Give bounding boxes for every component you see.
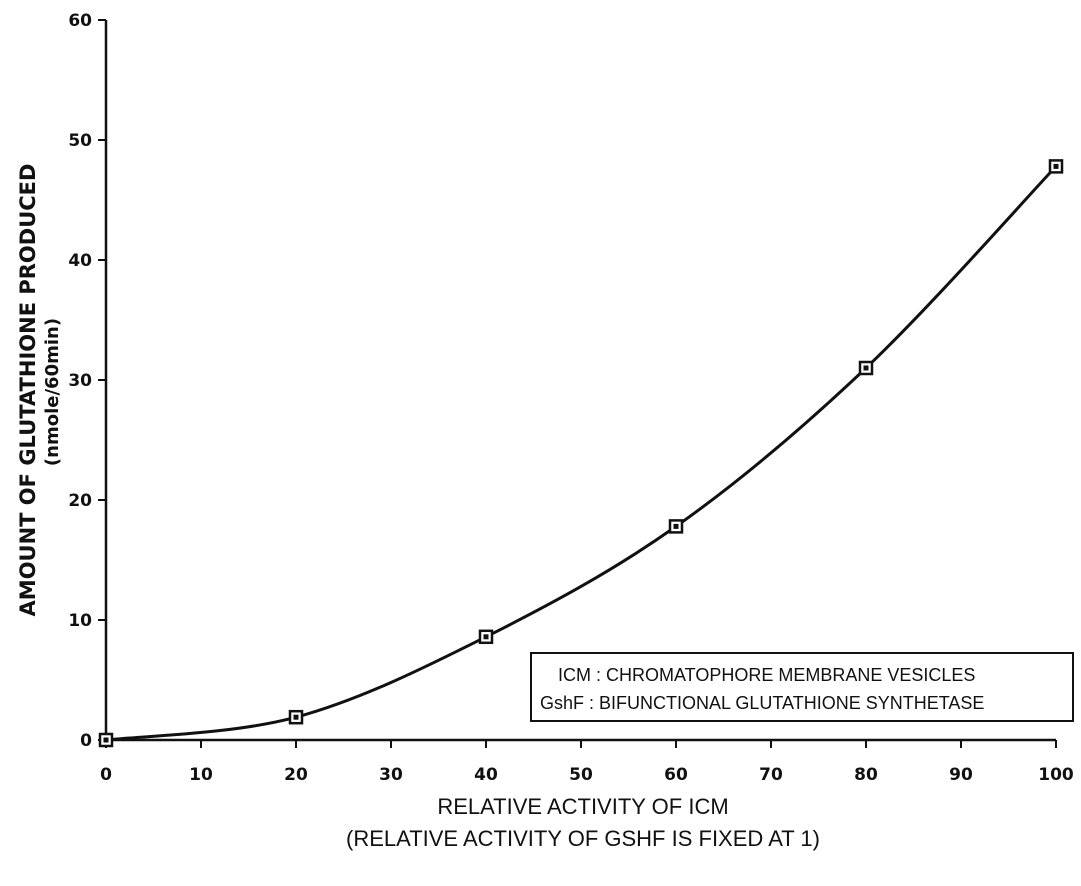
x-tick-label: 60 <box>664 765 688 785</box>
y-axis-label: AMOUNT OF GLUTATHIONE PRODUCED <box>16 164 40 617</box>
data-point-marker-center <box>293 714 299 720</box>
x-tick-label: 30 <box>379 765 403 785</box>
x-ticks: 0 10 20 30 40 50 60 70 80 90 100 <box>100 740 1074 785</box>
y-tick-label: 10 <box>68 611 92 631</box>
x-axis-sublabel: (RELATIVE ACTIVITY OF GSHF IS FIXED AT 1… <box>346 826 820 851</box>
axes <box>104 20 1056 742</box>
x-tick-label: 20 <box>284 765 308 785</box>
y-ticks: 0 10 20 30 40 50 60 <box>68 11 106 751</box>
legend-icm-entry: ICM : CHROMATOPHORE MEMBRANE VESICLES <box>558 665 975 685</box>
legend-frame <box>530 652 1074 722</box>
data-point-marker-center <box>103 737 109 743</box>
x-tick-label: 40 <box>474 765 498 785</box>
y-tick-label: 20 <box>68 491 92 511</box>
y-axis-unit-label: (nmole/60min) <box>42 318 63 466</box>
y-tick-label: 60 <box>68 11 92 31</box>
y-tick-label: 50 <box>68 131 92 151</box>
x-tick-label: 80 <box>854 765 878 785</box>
data-point-marker-center <box>863 365 869 371</box>
y-tick-label: 40 <box>68 251 92 271</box>
legend-gshf-entry: GshF : BIFUNCTIONAL GLUTATHIONE SYNTHETA… <box>540 693 984 713</box>
x-tick-label: 90 <box>949 765 973 785</box>
data-point-marker-center <box>483 634 489 640</box>
x-tick-label: 100 <box>1038 765 1074 785</box>
x-tick-label: 50 <box>569 765 593 785</box>
y-tick-label: 0 <box>80 731 92 751</box>
data-point-marker-center <box>1053 163 1059 169</box>
legend-box: ICM : CHROMATOPHORE MEMBRANE VESICLES Gs… <box>530 652 1074 722</box>
x-axis-label: RELATIVE ACTIVITY OF ICM <box>437 794 728 819</box>
y-tick-label: 30 <box>68 371 92 391</box>
x-tick-label: 70 <box>759 765 783 785</box>
x-tick-label: 10 <box>189 765 213 785</box>
x-tick-label: 0 <box>100 765 112 785</box>
data-point-marker-center <box>673 523 679 529</box>
data-markers <box>98 159 1064 748</box>
